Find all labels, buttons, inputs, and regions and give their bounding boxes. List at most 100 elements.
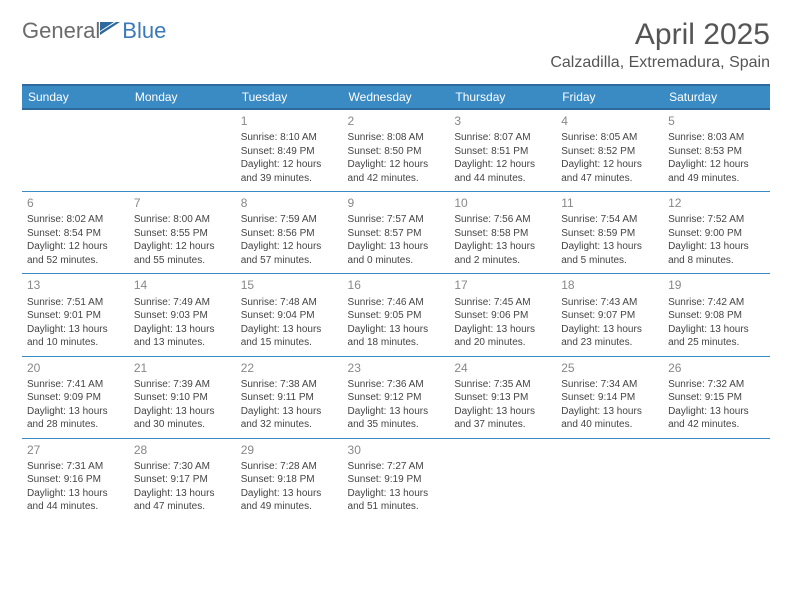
day-number: 23 (348, 360, 445, 376)
sunrise-line: Sunrise: 7:49 AM (134, 296, 231, 310)
day-number: 25 (561, 360, 658, 376)
sunrise-line: Sunrise: 7:52 AM (668, 213, 765, 227)
calendar-day-cell: 16Sunrise: 7:46 AMSunset: 9:05 PMDayligh… (343, 274, 450, 356)
sunrise-line: Sunrise: 7:35 AM (454, 378, 551, 392)
daylight-line: Daylight: 13 hours and 35 minutes. (348, 405, 445, 432)
sunrise-line: Sunrise: 8:07 AM (454, 131, 551, 145)
sunset-line: Sunset: 8:54 PM (27, 227, 124, 241)
daylight-line: Daylight: 12 hours and 39 minutes. (241, 158, 338, 185)
day-number: 22 (241, 360, 338, 376)
sunrise-line: Sunrise: 8:02 AM (27, 213, 124, 227)
calendar-day-cell: 10Sunrise: 7:56 AMSunset: 8:58 PMDayligh… (449, 192, 556, 274)
daylight-line: Daylight: 13 hours and 40 minutes. (561, 405, 658, 432)
sunset-line: Sunset: 9:07 PM (561, 309, 658, 323)
calendar-day-cell (449, 438, 556, 520)
calendar-day-cell (663, 438, 770, 520)
sunset-line: Sunset: 9:19 PM (348, 473, 445, 487)
calendar-day-cell: 13Sunrise: 7:51 AMSunset: 9:01 PMDayligh… (22, 274, 129, 356)
sunrise-line: Sunrise: 8:05 AM (561, 131, 658, 145)
sunset-line: Sunset: 8:57 PM (348, 227, 445, 241)
calendar-day-cell: 19Sunrise: 7:42 AMSunset: 9:08 PMDayligh… (663, 274, 770, 356)
weekday-header: Sunday (22, 85, 129, 109)
sunrise-line: Sunrise: 7:31 AM (27, 460, 124, 474)
calendar-page: General Blue April 2025 Calzadilla, Extr… (0, 0, 792, 538)
weekday-header: Wednesday (343, 85, 450, 109)
day-number: 26 (668, 360, 765, 376)
sunset-line: Sunset: 9:06 PM (454, 309, 551, 323)
weekday-header: Friday (556, 85, 663, 109)
calendar-day-cell: 22Sunrise: 7:38 AMSunset: 9:11 PMDayligh… (236, 356, 343, 438)
brand-logo: General Blue (22, 18, 166, 44)
calendar-week-row: 13Sunrise: 7:51 AMSunset: 9:01 PMDayligh… (22, 274, 770, 356)
calendar-day-cell: 8Sunrise: 7:59 AMSunset: 8:56 PMDaylight… (236, 192, 343, 274)
daylight-line: Daylight: 13 hours and 44 minutes. (27, 487, 124, 514)
sunrise-line: Sunrise: 7:34 AM (561, 378, 658, 392)
sunrise-line: Sunrise: 8:00 AM (134, 213, 231, 227)
day-number: 21 (134, 360, 231, 376)
sunrise-line: Sunrise: 7:45 AM (454, 296, 551, 310)
calendar-day-cell: 26 Sunrise: 7:32 AMSunset: 9:15 PMDayligh… (663, 356, 770, 438)
sunrise-line: Sunrise: 7:56 AM (454, 213, 551, 227)
sunset-line: Sunset: 9:12 PM (348, 391, 445, 405)
day-number: 8 (241, 195, 338, 211)
sunrise-line: Sunrise: 7:41 AM (27, 378, 124, 392)
sunrise-line: Sunrise: 7:36 AM (348, 378, 445, 392)
sunrise-line: Sunrise: 8:03 AM (668, 131, 765, 145)
day-number: 16 (348, 277, 445, 293)
sunset-line: Sunset: 9:09 PM (27, 391, 124, 405)
calendar-week-row: 27Sunrise: 7:31 AMSunset: 9:16 PMDayligh… (22, 438, 770, 520)
calendar-day-cell: 20 Sunrise: 7:41 AMSunset: 9:09 PMDayligh… (22, 356, 129, 438)
calendar-table: SundayMondayTuesdayWednesdayThursdayFrid… (22, 84, 770, 520)
calendar-day-cell: 5Sunrise: 8:03 AMSunset: 8:53 PMDaylight… (663, 109, 770, 192)
sunrise-line: Sunrise: 7:27 AM (348, 460, 445, 474)
daylight-line: Daylight: 13 hours and 23 minutes. (561, 323, 658, 350)
sunrise-line: Sunrise: 7:32 AM (668, 378, 765, 392)
day-number: 20 (27, 360, 124, 376)
day-number: 13 (27, 277, 124, 293)
daylight-line: Daylight: 13 hours and 28 minutes. (27, 405, 124, 432)
day-number: 17 (454, 277, 551, 293)
sunset-line: Sunset: 9:17 PM (134, 473, 231, 487)
daylight-line: Daylight: 12 hours and 57 minutes. (241, 240, 338, 267)
calendar-day-cell: 27 Sunrise: 7:31 AMSunset: 9:16 PMDayligh… (22, 438, 129, 520)
sunrise-line: Sunrise: 8:08 AM (348, 131, 445, 145)
day-number: 15 (241, 277, 338, 293)
weekday-header-row: SundayMondayTuesdayWednesdayThursdayFrid… (22, 85, 770, 109)
daylight-line: Daylight: 13 hours and 49 minutes. (241, 487, 338, 514)
daylight-line: Daylight: 13 hours and 0 minutes. (348, 240, 445, 267)
sunrise-line: Sunrise: 8:10 AM (241, 131, 338, 145)
sunset-line: Sunset: 9:16 PM (27, 473, 124, 487)
calendar-week-row: 1Sunrise: 8:10 AMSunset: 8:49 PMDaylight… (22, 109, 770, 192)
daylight-line: Daylight: 13 hours and 20 minutes. (454, 323, 551, 350)
day-number: 10 (454, 195, 551, 211)
calendar-day-cell: 24Sunrise: 7:35 AMSunset: 9:13 PMDayligh… (449, 356, 556, 438)
calendar-body: 1Sunrise: 8:10 AMSunset: 8:49 PMDaylight… (22, 109, 770, 520)
calendar-day-cell: 12Sunrise: 7:52 AMSunset: 9:00 PMDayligh… (663, 192, 770, 274)
daylight-line: Daylight: 13 hours and 5 minutes. (561, 240, 658, 267)
day-number: 1 (241, 113, 338, 129)
sunset-line: Sunset: 8:53 PM (668, 145, 765, 159)
brand-part2: Blue (122, 18, 166, 44)
sunrise-line: Sunrise: 7:38 AM (241, 378, 338, 392)
day-number: 7 (134, 195, 231, 211)
sunset-line: Sunset: 9:13 PM (454, 391, 551, 405)
calendar-day-cell: 14Sunrise: 7:49 AMSunset: 9:03 PMDayligh… (129, 274, 236, 356)
calendar-day-cell: 23 Sunrise: 7:36 AMSunset: 9:12 PMDayligh… (343, 356, 450, 438)
sunset-line: Sunset: 8:55 PM (134, 227, 231, 241)
daylight-line: Daylight: 12 hours and 42 minutes. (348, 158, 445, 185)
calendar-day-cell: 4Sunrise: 8:05 AMSunset: 8:52 PMDaylight… (556, 109, 663, 192)
header: General Blue April 2025 Calzadilla, Extr… (22, 18, 770, 72)
sunset-line: Sunset: 9:18 PM (241, 473, 338, 487)
daylight-line: Daylight: 12 hours and 47 minutes. (561, 158, 658, 185)
daylight-line: Daylight: 12 hours and 44 minutes. (454, 158, 551, 185)
daylight-line: Daylight: 13 hours and 42 minutes. (668, 405, 765, 432)
calendar-day-cell: 21Sunrise: 7:39 AMSunset: 9:10 PMDayligh… (129, 356, 236, 438)
daylight-line: Daylight: 13 hours and 32 minutes. (241, 405, 338, 432)
day-number: 27 (27, 442, 124, 458)
sunrise-line: Sunrise: 7:43 AM (561, 296, 658, 310)
sunset-line: Sunset: 9:04 PM (241, 309, 338, 323)
sunset-line: Sunset: 9:14 PM (561, 391, 658, 405)
day-number: 29 (241, 442, 338, 458)
sunset-line: Sunset: 9:15 PM (668, 391, 765, 405)
daylight-line: Daylight: 13 hours and 51 minutes. (348, 487, 445, 514)
